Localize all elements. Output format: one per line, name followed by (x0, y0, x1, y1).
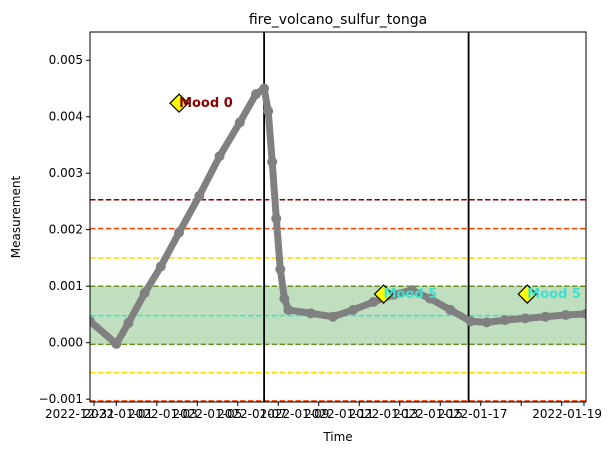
annotation-label-0: Mood 0 (179, 96, 233, 111)
series-point-0-5 (174, 227, 185, 238)
x-tick-label-9: 2022-01-17 (438, 407, 508, 421)
annotations-layer: Mood 0 Mood 5 Mood 5 (169, 93, 581, 304)
series-point-0-8 (234, 117, 245, 128)
annotation-marker-1 (373, 284, 394, 304)
series-point-0-19 (348, 304, 359, 315)
x-axis-ticks: 2022-12-312022-01-012022-01-032022-01-05… (45, 402, 602, 421)
x-tick-label-0: 2022-12-31 (45, 407, 115, 421)
annotation-label-2: Mood 5 (527, 287, 581, 302)
series-point-0-13 (271, 213, 282, 224)
x-tick-label-8: 2022-01-15 (393, 407, 463, 421)
y-tick-label-4: 0.003 (49, 166, 83, 180)
x-tick-label-5: 2022-01-09 (260, 407, 330, 421)
series-point-0-7 (214, 151, 225, 162)
y-tick-label-5: 0.004 (49, 110, 83, 124)
y-tick-label-6: 0.005 (49, 53, 83, 67)
series-point-0-23 (425, 293, 436, 304)
series-point-0-29 (540, 311, 551, 322)
y-tick-label-3: 0.002 (49, 223, 83, 237)
series-point-0-31 (581, 308, 586, 319)
x-tick-label-7: 2022-01-13 (349, 407, 419, 421)
series-point-0-4 (155, 261, 166, 272)
series-point-0-17 (305, 308, 316, 319)
threshold-lines-layer (90, 199, 586, 402)
series-point-0-16 (283, 304, 294, 315)
series-point-0-25 (465, 316, 476, 327)
y-axis-title: Measurement (9, 176, 23, 259)
series-point-0-9 (251, 89, 262, 100)
y-axis-ticks: −0.001 0.000 0.001 0.002 0.003 0.004 0.005 (39, 53, 90, 406)
annotation-label-1: Mood 5 (384, 287, 438, 302)
series-point-0-14 (275, 264, 286, 275)
series-point-0-30 (560, 310, 571, 321)
series-point-0-26 (481, 317, 492, 328)
series-point-0-6 (194, 190, 205, 201)
y-tick-label-2: 0.001 (49, 279, 83, 293)
y-tick-label-1: 0.000 (49, 336, 83, 350)
chart-title: fire_volcano_sulfur_tonga (249, 12, 427, 28)
series-point-0-0 (90, 316, 95, 327)
series-point-0-12 (267, 156, 278, 167)
series-point-0-10 (259, 83, 270, 94)
series-point-0-1 (111, 338, 122, 349)
annotation-marker-2 (517, 284, 538, 304)
series-point-0-15 (279, 293, 290, 304)
series-point-0-20 (368, 297, 379, 308)
x-tick-label-1: 2022-01-01 (83, 407, 153, 421)
series-point-0-11 (263, 106, 274, 117)
x-tick-label-4: 2022-01-07 (217, 407, 287, 421)
series-point-0-27 (500, 315, 511, 326)
series-point-0-2 (123, 317, 134, 328)
series-point-0-22 (406, 285, 417, 296)
plot-frame (89, 31, 587, 403)
x-tick-label-10: 2022-01-19 (532, 407, 602, 421)
annotation-marker-0 (169, 93, 189, 114)
x-axis-title: Time (322, 430, 352, 444)
y-tick-label-0: −0.001 (39, 392, 83, 406)
series-point-0-3 (139, 287, 150, 298)
x-tick-label-2: 2022-01-03 (128, 407, 198, 421)
series-point-0-28 (520, 313, 531, 324)
x-tick-label-3: 2022-01-05 (173, 407, 243, 421)
x-tick-label-6: 2022-01-11 (304, 407, 374, 421)
series-point-0-24 (445, 304, 456, 315)
series-layer (90, 83, 586, 349)
series-point-0-18 (327, 311, 338, 322)
